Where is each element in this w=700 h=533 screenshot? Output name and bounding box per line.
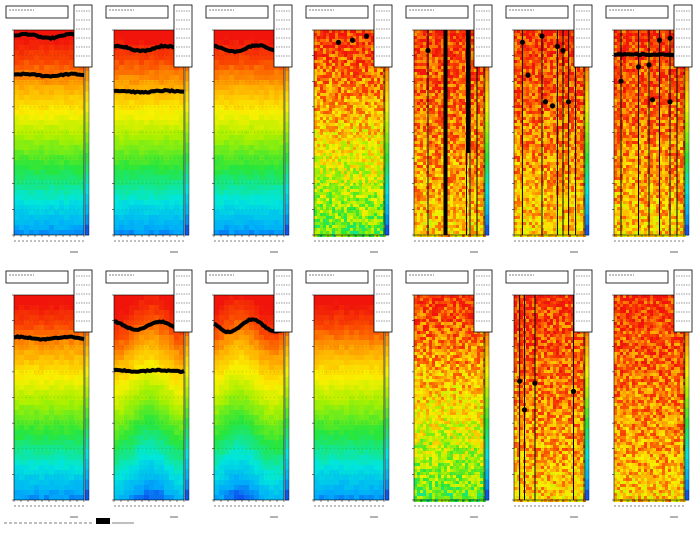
panel-9 xyxy=(106,270,192,517)
heatmap-area xyxy=(114,295,184,500)
stats-box xyxy=(574,5,592,67)
panel-11 xyxy=(306,270,392,517)
panel-12 xyxy=(406,270,492,517)
panel-title-box xyxy=(406,6,468,18)
data-point xyxy=(560,48,565,53)
panel-13 xyxy=(506,270,592,517)
heatmap-area xyxy=(114,30,184,235)
stats-box xyxy=(74,5,92,67)
data-point xyxy=(425,48,430,53)
data-point xyxy=(539,34,544,39)
stats-box xyxy=(374,5,392,67)
panel-7 xyxy=(606,5,692,252)
panel-title-box xyxy=(6,6,68,18)
heatmap-area xyxy=(214,295,284,500)
heatmap-grid xyxy=(0,0,700,533)
panel-title-box xyxy=(206,6,268,18)
thick-vertical-bar xyxy=(467,30,471,153)
profile-line xyxy=(114,90,184,93)
panel-title-box xyxy=(206,271,268,283)
panel-title-box xyxy=(506,6,568,18)
heatmap-area xyxy=(14,30,84,235)
footer-status-bar xyxy=(4,516,144,526)
data-point xyxy=(667,36,672,41)
panel-title-box xyxy=(506,271,568,283)
panel-6 xyxy=(506,5,592,252)
data-point xyxy=(636,64,641,69)
panel-title-box xyxy=(406,271,468,283)
panel-title-box xyxy=(606,6,668,18)
profile-line xyxy=(114,370,184,372)
panel-title-box xyxy=(106,271,168,283)
data-point xyxy=(550,103,555,108)
panel-5 xyxy=(406,5,492,252)
profile-line xyxy=(614,54,684,55)
stats-box xyxy=(674,270,692,332)
stats-box xyxy=(574,270,592,332)
data-point xyxy=(571,389,576,394)
data-point xyxy=(543,99,548,104)
thick-vertical-bar xyxy=(444,30,448,235)
panel-1 xyxy=(6,5,92,252)
stats-box xyxy=(174,270,192,332)
stats-box xyxy=(474,5,492,67)
data-point xyxy=(555,44,560,49)
panel-10 xyxy=(206,270,292,517)
stats-box xyxy=(474,270,492,332)
stats-box xyxy=(74,270,92,332)
data-point xyxy=(657,38,662,43)
panel-14 xyxy=(606,270,692,517)
stats-box xyxy=(674,5,692,67)
stats-box xyxy=(274,5,292,67)
panel-title-box xyxy=(606,271,668,283)
panel-2 xyxy=(106,5,192,252)
data-point xyxy=(520,40,525,45)
data-point xyxy=(646,62,651,67)
data-point xyxy=(532,381,537,386)
heatmap-area xyxy=(314,295,384,500)
heatmap-area xyxy=(14,295,84,500)
heatmap-area xyxy=(214,30,284,235)
data-point xyxy=(618,79,623,84)
stats-box xyxy=(174,5,192,67)
data-point xyxy=(364,34,369,39)
data-point xyxy=(336,40,341,45)
panel-4 xyxy=(306,5,392,252)
panel-3 xyxy=(206,5,292,252)
data-point xyxy=(566,99,571,104)
data-point xyxy=(667,99,672,104)
data-point xyxy=(525,73,530,78)
panel-title-box xyxy=(306,271,368,283)
panel-title-box xyxy=(6,271,68,283)
stats-box xyxy=(374,270,392,332)
stats-box xyxy=(274,270,292,332)
data-point xyxy=(350,38,355,43)
data-point xyxy=(517,379,522,384)
panel-8 xyxy=(6,270,92,517)
data-point xyxy=(522,407,527,412)
panel-title-box xyxy=(106,6,168,18)
data-point xyxy=(650,97,655,102)
panel-title-box xyxy=(306,6,368,18)
